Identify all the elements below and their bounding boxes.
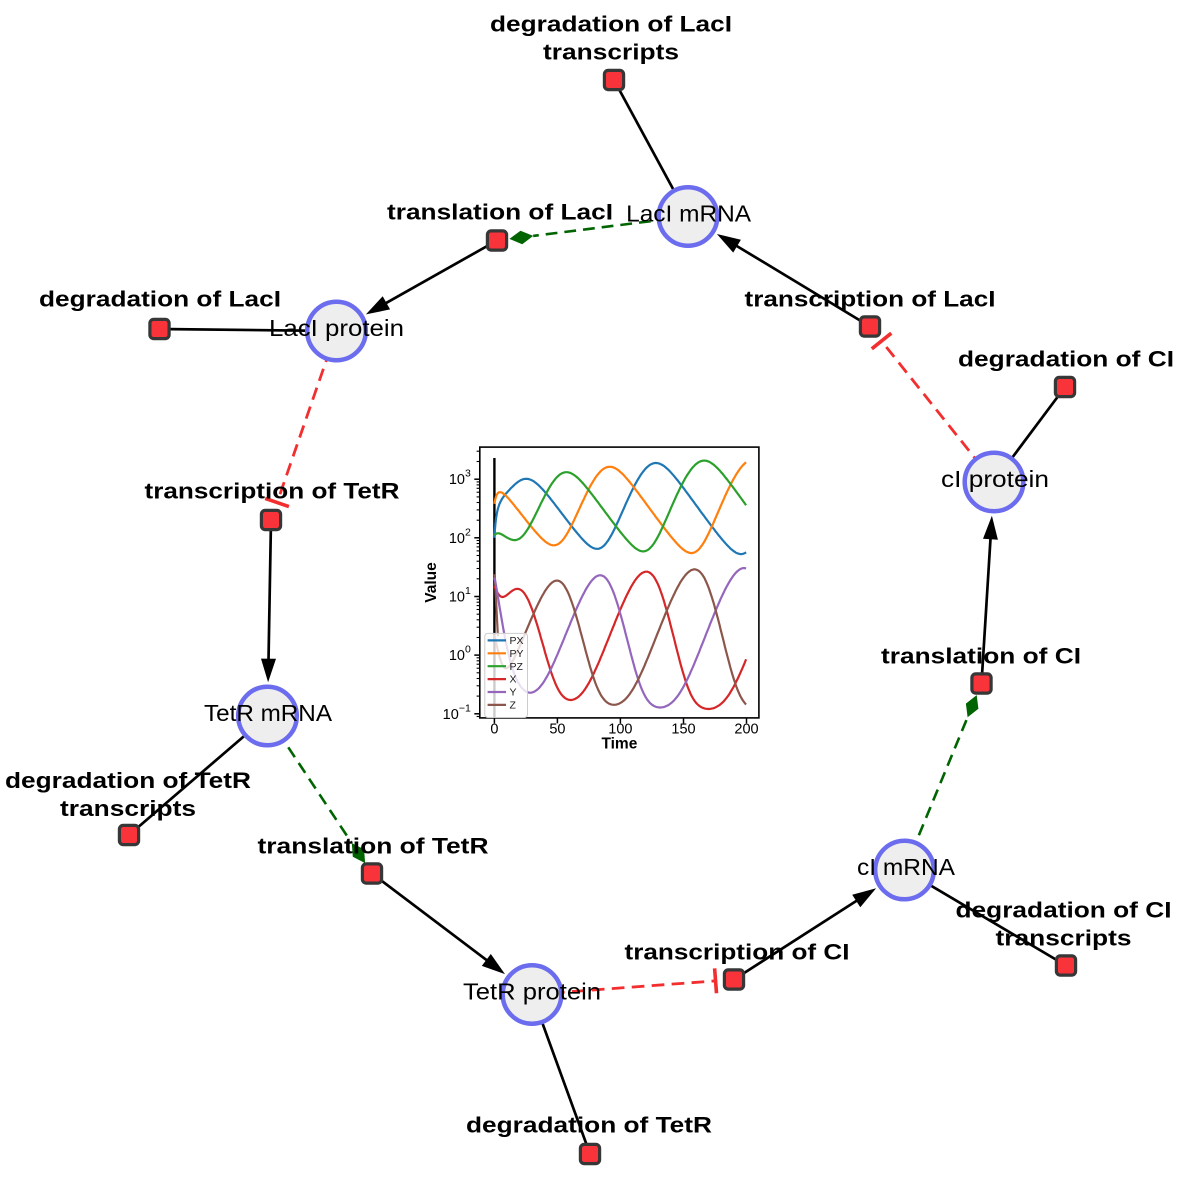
- svg-text:100: 100: [608, 722, 632, 738]
- svg-text:transcription of CI: transcription of CI: [625, 940, 850, 965]
- svg-text:degradation of LacI: degradation of LacI: [39, 287, 281, 312]
- svg-text:translation of LacI: translation of LacI: [387, 200, 613, 225]
- svg-text:Time: Time: [601, 736, 637, 753]
- svg-text:50: 50: [549, 722, 565, 738]
- svg-text:101: 101: [449, 585, 471, 606]
- svg-text:PY: PY: [510, 648, 524, 660]
- svg-text:200: 200: [734, 722, 758, 738]
- svg-text:degradation of LacI: degradation of LacI: [490, 12, 732, 37]
- svg-text:degradation of TetR: degradation of TetR: [5, 768, 251, 793]
- svg-text:degradation of TetR: degradation of TetR: [466, 1113, 712, 1138]
- svg-text:translation of CI: translation of CI: [881, 644, 1081, 669]
- svg-text:Z: Z: [510, 700, 517, 712]
- svg-text:PZ: PZ: [510, 661, 524, 673]
- svg-text:cI protein: cI protein: [941, 466, 1049, 492]
- svg-text:transcription of TetR: transcription of TetR: [145, 479, 400, 504]
- svg-text:Y: Y: [510, 687, 517, 699]
- svg-text:0: 0: [490, 722, 498, 738]
- svg-text:150: 150: [671, 722, 695, 738]
- svg-text:TetR protein: TetR protein: [463, 979, 601, 1005]
- svg-text:X: X: [510, 674, 517, 686]
- svg-text:degradation of CI: degradation of CI: [958, 347, 1174, 372]
- svg-text:Value: Value: [423, 562, 440, 603]
- svg-text:100: 100: [449, 644, 471, 665]
- svg-text:degradation of CI: degradation of CI: [956, 898, 1172, 923]
- svg-text:cI mRNA: cI mRNA: [857, 854, 956, 880]
- svg-text:103: 103: [449, 468, 471, 489]
- svg-text:LacI mRNA: LacI mRNA: [626, 201, 752, 227]
- svg-text:translation of TetR: translation of TetR: [258, 834, 489, 859]
- svg-text:transcripts: transcripts: [996, 926, 1132, 951]
- svg-text:10−1: 10−1: [443, 702, 471, 723]
- svg-text:102: 102: [449, 526, 471, 547]
- svg-text:transcripts: transcripts: [60, 796, 196, 821]
- svg-text:transcripts: transcripts: [543, 40, 679, 65]
- svg-text:LacI protein: LacI protein: [269, 315, 404, 341]
- svg-text:PX: PX: [510, 635, 524, 647]
- svg-text:transcription of LacI: transcription of LacI: [745, 287, 996, 312]
- svg-text:TetR mRNA: TetR mRNA: [204, 700, 333, 726]
